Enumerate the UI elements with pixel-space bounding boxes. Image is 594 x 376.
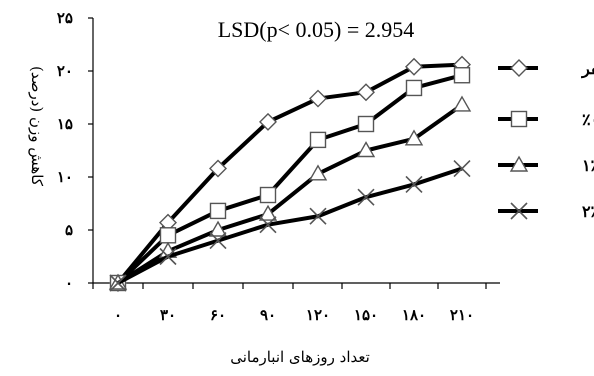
x-tick-label: ۱۲۰ xyxy=(306,306,330,324)
x-marker-stroke xyxy=(259,216,277,234)
lsd-annotation: LSD(p< 0.05) = 2.954 xyxy=(218,17,415,42)
data-point xyxy=(356,141,376,158)
series-x xyxy=(109,159,471,292)
x-marker-stroke xyxy=(159,247,177,266)
y-tick-label: ۲۵ xyxy=(57,9,73,27)
data-point xyxy=(405,175,423,193)
data-point xyxy=(209,232,227,250)
x-tick-label: ۲۱۰ xyxy=(450,306,474,324)
x-tick-label: ۹۰ xyxy=(260,306,276,324)
data-point xyxy=(357,188,375,206)
data-point xyxy=(452,95,472,112)
x-marker-stroke xyxy=(405,175,423,193)
legend-label: ۱٪ xyxy=(582,156,594,175)
data-point xyxy=(209,202,227,220)
series-line xyxy=(116,103,464,285)
data-point xyxy=(405,57,423,76)
x-axis-title: تعداد روزهای انبارمانی xyxy=(230,348,370,366)
data-point xyxy=(209,159,227,178)
data-point xyxy=(453,159,471,178)
legend: صفر ٪۰/۵ ۱٪ ۲٪ xyxy=(498,59,594,221)
data-point xyxy=(357,115,375,133)
series-lines xyxy=(108,55,472,292)
x-tick-label: ۱۸۰ xyxy=(402,306,426,324)
y-tick-label: ۱۵ xyxy=(57,115,73,133)
data-point xyxy=(404,129,424,146)
data-point xyxy=(309,207,327,225)
legend-label: صفر xyxy=(581,59,594,79)
x-tick-label: ۰ xyxy=(114,306,122,324)
data-point xyxy=(208,220,228,237)
series-square xyxy=(109,67,471,292)
y-axis-title: کاهش وزن (درصد) xyxy=(28,66,46,187)
legend-item: صفر xyxy=(498,59,594,79)
data-point xyxy=(357,83,375,102)
series-line xyxy=(117,166,463,285)
data-point xyxy=(159,247,177,266)
axes: ۰ ۵ ۱۰ ۱۵ ۲۰ ۲۵ ۰ ۳۰ ۶۰ ۹۰ ۱۲۰ ۱۵۰ ۱۸۰ ۲۱۰ xyxy=(57,9,500,324)
data-point xyxy=(405,79,423,97)
data-point xyxy=(159,227,177,244)
x-marker-stroke xyxy=(453,159,471,178)
y-tick-label: ۲۰ xyxy=(57,62,73,80)
legend-marker xyxy=(510,59,528,77)
legend-item: ۲٪ xyxy=(498,202,594,221)
data-point xyxy=(258,204,278,221)
y-tick-label: ۵ xyxy=(65,221,73,239)
x-marker-stroke xyxy=(209,232,227,250)
legend-marker xyxy=(510,202,528,220)
x-tick-label: ۱۵۰ xyxy=(354,306,378,324)
series-line xyxy=(116,62,463,285)
data-point xyxy=(259,186,277,204)
data-point xyxy=(259,216,277,234)
data-point xyxy=(259,112,277,131)
legend-item: ٪۰/۵ xyxy=(498,110,594,129)
x-marker-stroke xyxy=(309,207,327,225)
data-point xyxy=(453,67,471,84)
legend-label: ۲٪ xyxy=(582,202,594,221)
x-marker-stroke xyxy=(109,274,127,292)
data-point xyxy=(309,89,327,108)
x-tick-label: ۳۰ xyxy=(160,306,176,324)
x-marker-stroke xyxy=(357,188,375,206)
y-tick-label: ۱۰ xyxy=(57,168,73,186)
x-tick-label: ۶۰ xyxy=(210,306,226,324)
legend-item: ۱٪ xyxy=(498,155,594,175)
legend-marker xyxy=(509,155,529,172)
y-tick-label: ۰ xyxy=(65,274,73,292)
data-point xyxy=(309,131,327,149)
legend-label: ٪۰/۵ xyxy=(582,110,594,129)
data-point xyxy=(308,164,328,181)
legend-marker xyxy=(510,110,528,128)
x-marker-stroke xyxy=(510,202,528,220)
data-point xyxy=(109,274,127,292)
